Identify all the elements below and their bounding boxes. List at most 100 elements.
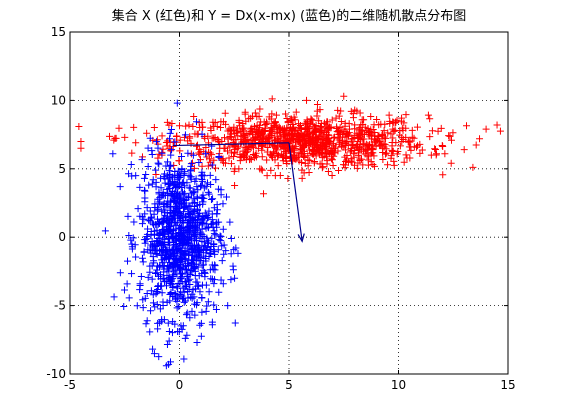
data-point [272, 111, 280, 119]
data-point [219, 156, 227, 164]
data-point [195, 159, 203, 167]
data-point [207, 220, 215, 228]
data-point [164, 261, 172, 269]
data-point [267, 124, 275, 132]
data-point [351, 125, 359, 133]
data-point [172, 221, 180, 229]
data-point [227, 235, 235, 243]
data-point [168, 119, 176, 127]
data-point [163, 209, 171, 217]
data-point [194, 247, 202, 255]
data-point [161, 240, 169, 248]
data-point [182, 255, 190, 263]
data-point [315, 117, 323, 125]
data-point [337, 117, 345, 125]
data-point [219, 200, 227, 208]
data-point [149, 253, 157, 261]
data-point [359, 140, 367, 148]
data-point [167, 219, 175, 227]
data-point [161, 179, 169, 187]
data-point [284, 175, 292, 183]
data-point [303, 124, 311, 132]
data-point [320, 119, 328, 127]
data-point [386, 120, 394, 128]
data-point [214, 246, 222, 254]
data-point [163, 201, 171, 209]
data-point [445, 132, 453, 140]
data-point [424, 111, 432, 119]
data-point [147, 287, 155, 295]
data-point [169, 264, 177, 272]
data-point [402, 111, 410, 119]
data-point [124, 257, 132, 265]
data-point [476, 135, 484, 143]
data-point [204, 132, 212, 140]
x-tick-label: 15 [500, 378, 515, 392]
data-point [426, 115, 434, 123]
data-point [216, 232, 224, 240]
data-point [349, 114, 357, 122]
data-point [146, 134, 154, 142]
data-point [154, 286, 162, 294]
data-point [247, 155, 255, 163]
data-point [198, 130, 206, 138]
data-point [155, 353, 163, 361]
data-point [258, 153, 266, 161]
data-point [182, 195, 190, 203]
data-point [282, 148, 290, 156]
data-point [166, 184, 174, 192]
data-point [219, 280, 227, 288]
data-point [193, 241, 201, 249]
data-point [207, 180, 215, 188]
data-point [183, 309, 191, 317]
data-point [169, 293, 177, 301]
data-point [203, 302, 211, 310]
data-point [155, 150, 163, 158]
data-point [196, 156, 204, 164]
data-point [128, 270, 136, 278]
data-point [193, 278, 201, 286]
data-point [268, 128, 276, 136]
data-point [142, 171, 150, 179]
data-point [192, 228, 200, 236]
data-point [257, 132, 265, 140]
data-point [235, 165, 243, 173]
data-point [192, 260, 200, 268]
data-point [297, 158, 305, 166]
data-point [167, 289, 175, 297]
data-point [169, 188, 177, 196]
data-point [290, 113, 298, 121]
data-point [181, 334, 189, 342]
data-point [331, 149, 339, 157]
data-point [212, 231, 220, 239]
data-point [165, 267, 173, 275]
data-point [174, 284, 182, 292]
data-point [287, 131, 295, 139]
data-point [256, 165, 264, 173]
data-point [439, 171, 447, 179]
data-point [153, 266, 161, 274]
data-point [231, 149, 239, 157]
data-point [333, 125, 341, 133]
data-point [268, 152, 276, 160]
data-point [150, 350, 158, 358]
data-point [124, 212, 132, 220]
data-point [375, 139, 383, 147]
data-point [181, 168, 189, 176]
data-point [226, 132, 234, 140]
data-point [120, 302, 128, 310]
data-point [178, 152, 186, 160]
data-point [187, 166, 195, 174]
data-point [164, 158, 172, 166]
data-point [329, 161, 337, 169]
data-point [131, 241, 139, 249]
data-point [136, 183, 144, 191]
data-point [148, 180, 156, 188]
data-point [192, 118, 200, 126]
data-point [148, 147, 156, 155]
data-point [197, 319, 205, 327]
data-point [328, 116, 336, 124]
data-point [210, 248, 218, 256]
data-point [144, 144, 152, 152]
